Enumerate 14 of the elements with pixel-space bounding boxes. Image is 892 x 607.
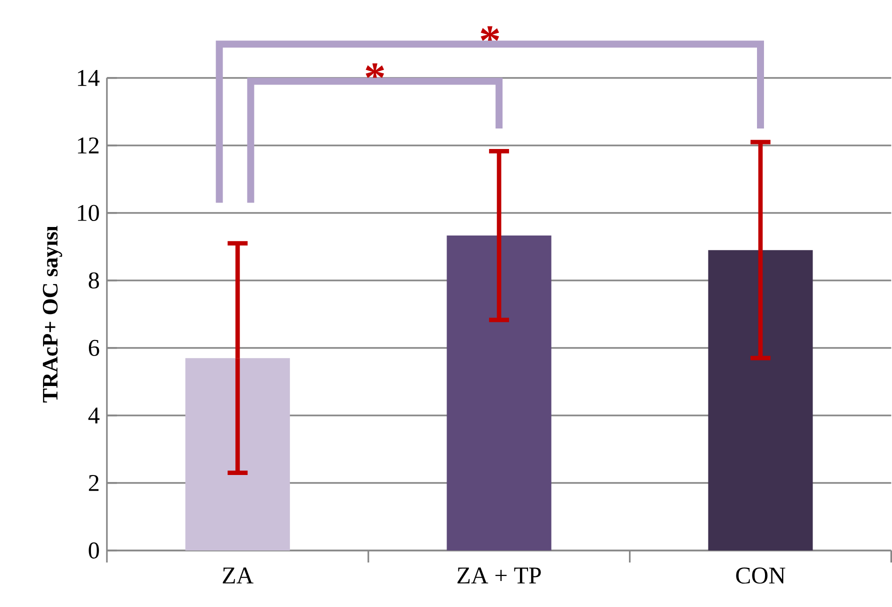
y-tick-label: 14 xyxy=(78,70,100,86)
y-tick-label: 10 xyxy=(78,204,99,221)
y-tick-label: 0 xyxy=(88,542,99,558)
y-tick-label: 2 xyxy=(88,474,99,491)
x-tick-label: ZA + TP xyxy=(457,567,541,584)
y-tick-label: 4 xyxy=(88,407,100,424)
bar xyxy=(708,250,813,550)
y-tick-label: 8 xyxy=(88,272,99,288)
y-tick-label: 12 xyxy=(78,137,99,154)
y-axis-title: TRAcP+ OC sayısı xyxy=(42,226,62,402)
x-tick-label: CON xyxy=(736,567,786,584)
y-tick-label: 6 xyxy=(88,340,100,356)
bar xyxy=(446,235,552,550)
x-tick-label: ZA xyxy=(222,567,254,584)
